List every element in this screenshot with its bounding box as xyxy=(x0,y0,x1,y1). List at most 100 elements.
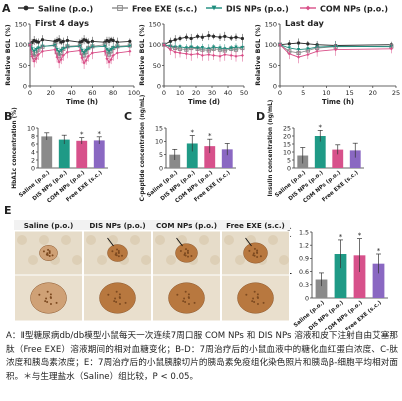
y-tick-label: 150 xyxy=(265,21,277,29)
stain-dot xyxy=(184,248,187,251)
islet xyxy=(237,282,274,314)
stain-dot xyxy=(182,300,185,303)
data-point xyxy=(334,48,338,52)
data-point xyxy=(57,60,61,64)
islet-body xyxy=(30,282,67,314)
data-point xyxy=(78,48,82,53)
stain-dot xyxy=(259,255,262,258)
data-point xyxy=(34,57,38,61)
panel-letter-c: C xyxy=(124,110,132,123)
data-point xyxy=(103,49,107,53)
y-axis-label: Insulin concentration (ng/mL) xyxy=(268,99,274,196)
stain-dot xyxy=(187,255,190,258)
data-point xyxy=(40,49,45,53)
acinar-cluster xyxy=(268,235,278,245)
legend-item: COM NPs (p.o.) xyxy=(300,5,388,14)
y-tick-label: 0 xyxy=(159,165,163,172)
line-chart-a2: 0 50 100 150 0 10 20 30 40 50 Time (d) Relative BGL… xyxy=(138,21,248,107)
y-tick-label: 0 xyxy=(31,165,35,172)
y-tick-label: 10 xyxy=(155,139,163,146)
stain-dot xyxy=(184,290,187,293)
stain-dot xyxy=(49,302,52,305)
data-point xyxy=(218,35,222,39)
x-tick-label: 50 xyxy=(240,89,248,97)
y-tick-label: 10 xyxy=(27,125,35,132)
data-point xyxy=(173,38,177,42)
data-point xyxy=(184,46,188,50)
figure: A B C D E Saline (p.o.) Free EXE (s.c.) DIS NP… xyxy=(2,2,400,330)
category-label: Saline (p.o.) xyxy=(293,300,326,329)
acinar-cluster xyxy=(199,235,209,245)
legend-item: Free EXE (s.c.) xyxy=(112,5,197,14)
significance-marker: * xyxy=(191,128,195,136)
data-point xyxy=(59,48,63,53)
stain-dot xyxy=(38,293,41,296)
acinar-cluster xyxy=(210,255,220,265)
stain-dot xyxy=(179,250,182,253)
acinar-cluster xyxy=(39,235,49,245)
data-point xyxy=(184,52,188,56)
stain-dot xyxy=(245,293,248,296)
column-label: Free EXE (s.c.) xyxy=(226,221,285,230)
y-tick-label: 15 xyxy=(283,141,291,148)
series-3 xyxy=(28,40,132,70)
y-tick-label: 150 xyxy=(15,21,27,29)
series-0 xyxy=(162,31,244,48)
y-tick-label: 50 xyxy=(19,62,27,70)
islet-body xyxy=(107,244,128,262)
stain-dot xyxy=(256,255,259,258)
data-point xyxy=(59,57,63,62)
data-point xyxy=(115,51,119,55)
y-tick-label: 0.9 xyxy=(299,256,309,263)
data-point xyxy=(36,52,40,57)
y-tick-label: 100 xyxy=(265,41,277,49)
stain-dot xyxy=(48,251,51,254)
stain-dot xyxy=(120,254,123,257)
stain-dot xyxy=(111,250,114,253)
significance-marker: * xyxy=(208,132,212,140)
data-point xyxy=(65,38,70,43)
y-tick-label: 10 xyxy=(283,149,291,156)
data-point xyxy=(61,39,65,43)
panel-letter-b: B xyxy=(4,110,12,123)
acinar-cluster xyxy=(72,255,82,265)
data-point xyxy=(128,44,132,48)
data-point xyxy=(82,61,86,65)
y-tick-label: 100 xyxy=(149,41,161,49)
data-point xyxy=(109,48,113,52)
data-point xyxy=(212,34,216,39)
y-tick-label: 0 xyxy=(305,295,309,302)
data-point xyxy=(223,52,227,57)
significance-marker: * xyxy=(358,232,362,240)
legend-marker xyxy=(23,5,29,11)
data-point xyxy=(28,43,32,47)
histology-image-high-mag xyxy=(152,274,221,322)
x-tick-label: 20 xyxy=(47,89,55,97)
stain-dot xyxy=(256,249,259,252)
data-point xyxy=(184,35,188,39)
islet xyxy=(243,242,268,264)
data-point xyxy=(162,43,166,47)
stain-dot xyxy=(118,293,121,296)
data-point xyxy=(207,52,211,57)
histology-image-low-mag xyxy=(14,230,83,276)
stain-dot xyxy=(184,301,187,304)
y-axis-label: HbA1c concentration (%) xyxy=(12,107,18,189)
data-point xyxy=(128,49,132,53)
legend-marker xyxy=(211,5,217,11)
acinar-cluster xyxy=(141,255,151,265)
bar xyxy=(314,136,326,168)
islet xyxy=(39,245,58,261)
data-point xyxy=(90,51,94,55)
data-point xyxy=(168,48,172,52)
data-point xyxy=(234,45,238,49)
islet-body xyxy=(175,243,198,263)
data-point xyxy=(86,40,90,44)
acinar-cluster xyxy=(86,235,96,245)
stain-dot xyxy=(117,255,120,258)
data-point xyxy=(296,48,301,52)
series-3 xyxy=(162,40,244,62)
data-point xyxy=(30,54,34,58)
